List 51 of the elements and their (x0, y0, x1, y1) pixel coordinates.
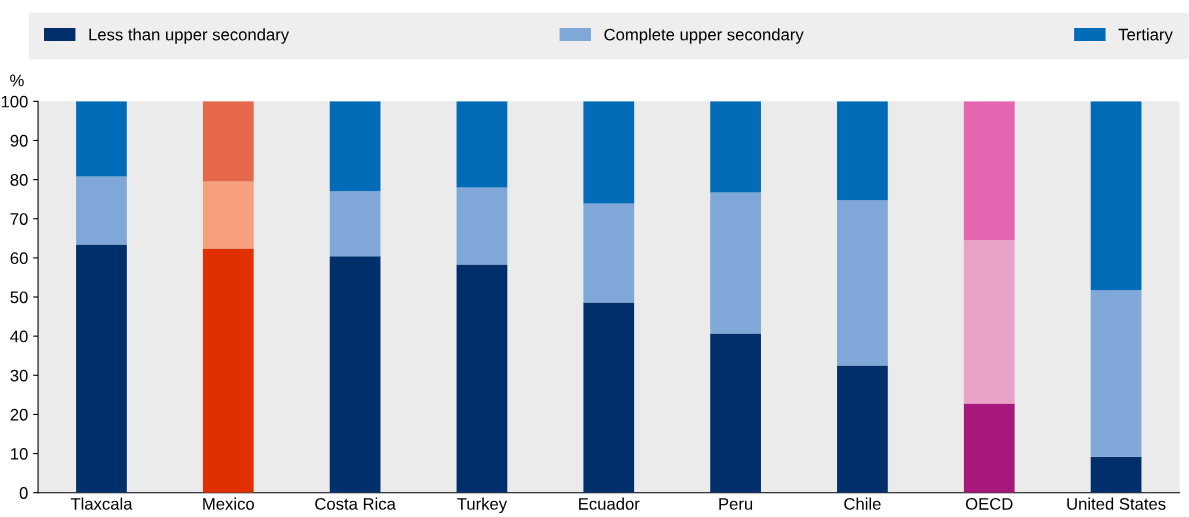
bar (456, 101, 508, 188)
bar (1090, 290, 1142, 457)
bar (1090, 101, 1142, 291)
x-tick-label: Costa Rica (315, 497, 396, 510)
bar (456, 187, 508, 265)
bar (76, 101, 127, 177)
bar (1090, 456, 1142, 493)
y-tick-label: 10 (11, 447, 28, 460)
bar (710, 101, 761, 193)
bar (837, 365, 888, 493)
bar (456, 264, 508, 493)
bar (583, 302, 635, 493)
bar (329, 101, 381, 192)
x-tick-label: Turkey (457, 497, 508, 514)
bar (76, 176, 127, 245)
bar (329, 191, 381, 257)
bar (837, 101, 888, 201)
y-tick-label: 100 (1, 95, 28, 108)
bar (329, 256, 381, 493)
legend-label: Tertiary (1118, 28, 1173, 44)
x-tick-label: Ecuador (579, 497, 640, 510)
x-tick-label: OECD (965, 498, 1013, 510)
y-tick-label: 0 (19, 487, 28, 499)
y-tick-label: 50 (10, 291, 28, 304)
bar (202, 101, 254, 182)
x-tick-label: Peru (719, 498, 753, 510)
y-tick-label: 60 (10, 252, 28, 265)
y-tick-label: 90 (10, 134, 28, 147)
legend-label: Less than upper secondary (89, 28, 290, 44)
x-tick-label: Tlaxcala (70, 497, 133, 510)
bar (963, 403, 1015, 493)
x-tick-label: Chile (844, 497, 881, 510)
y-axis-title: % (10, 74, 24, 87)
bar (202, 248, 254, 493)
bar (76, 244, 127, 493)
x-tick-label: United States (1067, 497, 1166, 510)
bar (963, 240, 1015, 404)
bar (202, 181, 254, 249)
bar (710, 192, 761, 334)
x-tick-label: Mexico (203, 497, 254, 510)
y-tick-label: 20 (10, 408, 28, 421)
bar (963, 101, 1015, 241)
legend-label: Complete upper secondary (604, 28, 804, 44)
bar (837, 200, 888, 366)
y-tick-label: 30 (10, 369, 28, 382)
y-tick-label: 80 (10, 174, 28, 186)
y-tick-label: 40 (10, 330, 28, 343)
bar (583, 203, 635, 303)
bar (710, 333, 761, 493)
y-tick-label: 70 (10, 213, 28, 225)
bar (583, 101, 635, 204)
